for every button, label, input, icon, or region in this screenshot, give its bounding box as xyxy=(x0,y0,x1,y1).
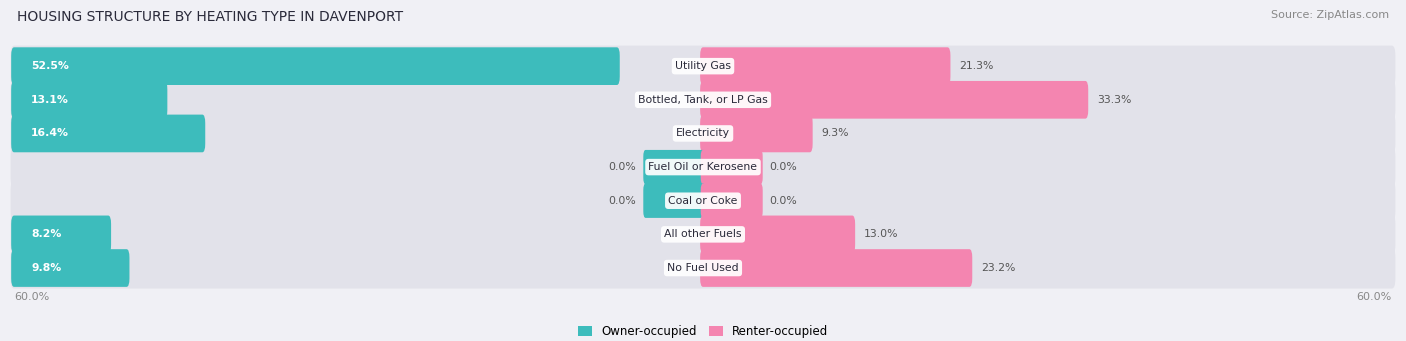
FancyBboxPatch shape xyxy=(11,115,205,152)
Legend: Owner-occupied, Renter-occupied: Owner-occupied, Renter-occupied xyxy=(572,321,834,341)
Text: 13.0%: 13.0% xyxy=(863,229,898,239)
FancyBboxPatch shape xyxy=(11,147,1395,188)
Text: No Fuel Used: No Fuel Used xyxy=(668,263,738,273)
Text: HOUSING STRUCTURE BY HEATING TYPE IN DAVENPORT: HOUSING STRUCTURE BY HEATING TYPE IN DAV… xyxy=(17,10,404,24)
Text: 60.0%: 60.0% xyxy=(14,292,49,302)
Text: Electricity: Electricity xyxy=(676,129,730,138)
FancyBboxPatch shape xyxy=(11,47,620,85)
FancyBboxPatch shape xyxy=(700,183,762,218)
FancyBboxPatch shape xyxy=(700,249,973,287)
FancyBboxPatch shape xyxy=(11,46,1395,87)
Text: 16.4%: 16.4% xyxy=(31,129,69,138)
Text: Utility Gas: Utility Gas xyxy=(675,61,731,71)
FancyBboxPatch shape xyxy=(11,79,1395,120)
Text: 13.1%: 13.1% xyxy=(31,95,69,105)
Text: 9.8%: 9.8% xyxy=(31,263,62,273)
Text: 8.2%: 8.2% xyxy=(31,229,62,239)
Text: 0.0%: 0.0% xyxy=(609,162,637,172)
FancyBboxPatch shape xyxy=(11,248,1395,288)
Text: Fuel Oil or Kerosene: Fuel Oil or Kerosene xyxy=(648,162,758,172)
Text: 0.0%: 0.0% xyxy=(769,196,797,206)
FancyBboxPatch shape xyxy=(700,150,762,184)
Text: 23.2%: 23.2% xyxy=(981,263,1015,273)
Text: Source: ZipAtlas.com: Source: ZipAtlas.com xyxy=(1271,10,1389,20)
FancyBboxPatch shape xyxy=(11,216,111,253)
FancyBboxPatch shape xyxy=(11,214,1395,255)
FancyBboxPatch shape xyxy=(700,81,1088,119)
FancyBboxPatch shape xyxy=(11,113,1395,154)
FancyBboxPatch shape xyxy=(700,47,950,85)
FancyBboxPatch shape xyxy=(644,183,706,218)
Text: 52.5%: 52.5% xyxy=(31,61,69,71)
FancyBboxPatch shape xyxy=(11,180,1395,221)
FancyBboxPatch shape xyxy=(700,115,813,152)
FancyBboxPatch shape xyxy=(700,216,855,253)
Text: Coal or Coke: Coal or Coke xyxy=(668,196,738,206)
FancyBboxPatch shape xyxy=(644,150,706,184)
FancyBboxPatch shape xyxy=(11,81,167,119)
Text: 21.3%: 21.3% xyxy=(959,61,994,71)
Text: 60.0%: 60.0% xyxy=(1357,292,1392,302)
FancyBboxPatch shape xyxy=(11,249,129,287)
Text: 0.0%: 0.0% xyxy=(609,196,637,206)
Text: All other Fuels: All other Fuels xyxy=(664,229,742,239)
Text: 33.3%: 33.3% xyxy=(1097,95,1132,105)
Text: Bottled, Tank, or LP Gas: Bottled, Tank, or LP Gas xyxy=(638,95,768,105)
Text: 0.0%: 0.0% xyxy=(769,162,797,172)
Text: 9.3%: 9.3% xyxy=(821,129,849,138)
